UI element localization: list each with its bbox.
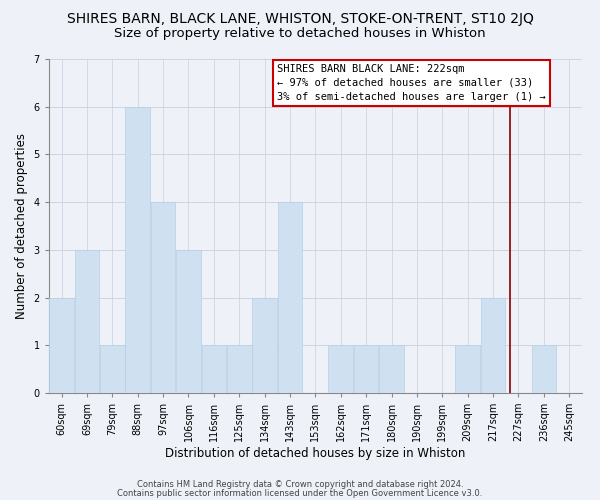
Bar (253, 298, 277, 393)
Bar (455, 345, 480, 393)
Bar (49, 298, 74, 393)
Text: Contains public sector information licensed under the Open Government Licence v3: Contains public sector information licen… (118, 488, 482, 498)
Bar (532, 345, 556, 393)
Bar (176, 250, 201, 393)
Y-axis label: Number of detached properties: Number of detached properties (15, 133, 28, 319)
Bar (481, 298, 505, 393)
Bar (328, 345, 353, 393)
Bar (74, 250, 99, 393)
Text: SHIRES BARN BLACK LANE: 222sqm
← 97% of detached houses are smaller (33)
3% of s: SHIRES BARN BLACK LANE: 222sqm ← 97% of … (277, 64, 546, 102)
Text: Contains HM Land Registry data © Crown copyright and database right 2024.: Contains HM Land Registry data © Crown c… (137, 480, 463, 489)
Bar (354, 345, 379, 393)
Bar (278, 202, 302, 393)
Bar (125, 106, 150, 393)
Bar (379, 345, 404, 393)
Bar (151, 202, 175, 393)
Bar (100, 345, 125, 393)
X-axis label: Distribution of detached houses by size in Whiston: Distribution of detached houses by size … (165, 447, 466, 460)
Bar (227, 345, 251, 393)
Bar (202, 345, 226, 393)
Text: SHIRES BARN, BLACK LANE, WHISTON, STOKE-ON-TRENT, ST10 2JQ: SHIRES BARN, BLACK LANE, WHISTON, STOKE-… (67, 12, 533, 26)
Text: Size of property relative to detached houses in Whiston: Size of property relative to detached ho… (114, 28, 486, 40)
